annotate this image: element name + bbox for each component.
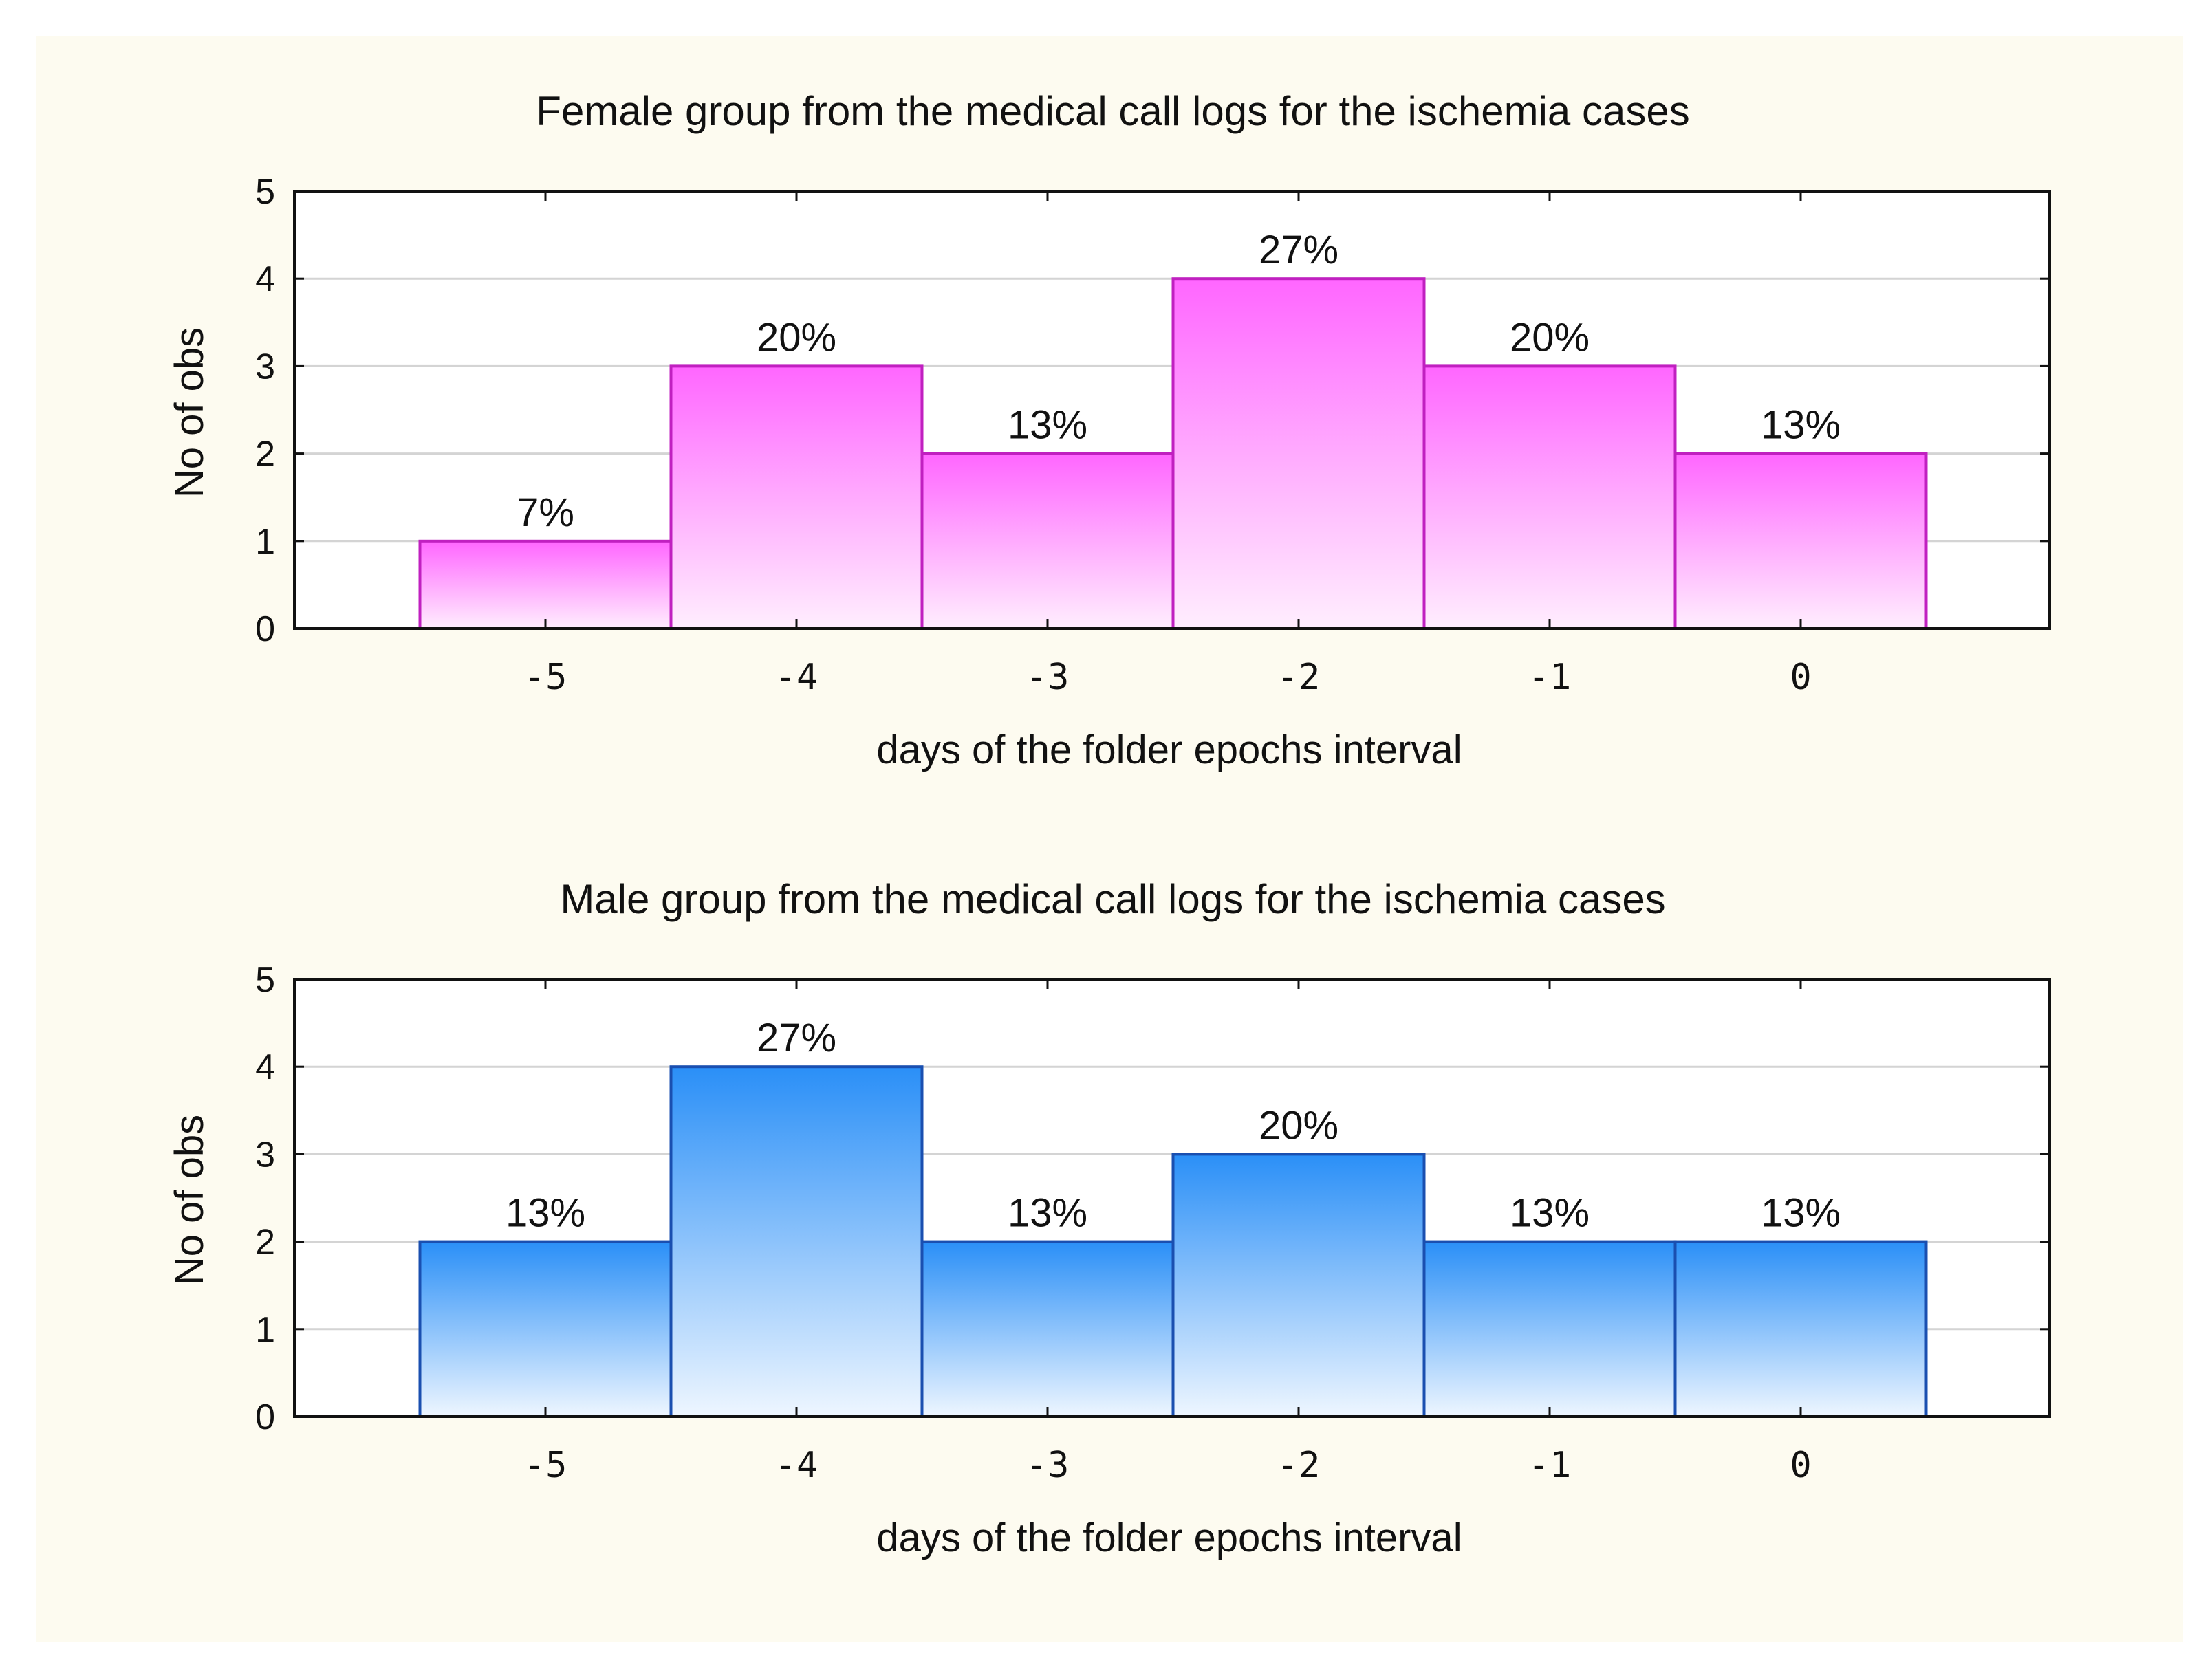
data-label: 27%: [1259, 228, 1338, 272]
x-tick-label: -3: [1026, 657, 1070, 698]
bar: [1673, 452, 1928, 630]
bar: [920, 1240, 1175, 1418]
bar: [669, 364, 924, 631]
y-tick-label: 2: [255, 435, 275, 474]
data-label: 13%: [1761, 1191, 1841, 1236]
bar: [418, 1240, 673, 1418]
data-label: 27%: [757, 1016, 836, 1060]
plot-area: 0 1 2 3 4 5 13% -5 27% -4 13% -3 20% -2 13% -1 13% 0: [255, 960, 2051, 1486]
data-label: 20%: [1510, 315, 1590, 360]
y-tick-label: 4: [255, 1047, 275, 1087]
y-axis-label: No of obs: [167, 1115, 212, 1285]
bar: [418, 539, 673, 630]
y-tick-label: 3: [255, 347, 275, 386]
data-label: 20%: [1259, 1103, 1338, 1148]
x-tick-label: -1: [1528, 1445, 1572, 1486]
bar: [1422, 1240, 1677, 1418]
bar: [669, 1065, 924, 1418]
x-tick-label: -5: [524, 657, 567, 698]
y-tick-label: 0: [255, 1397, 275, 1437]
y-tick-label: 5: [255, 172, 275, 212]
bar: [920, 452, 1175, 630]
x-axis-label: days of the folder epochs interval: [876, 728, 1462, 772]
x-tick-label: -2: [1277, 1445, 1321, 1486]
plot-area: 0 1 2 3 4 5 7% -5 20% -4 13% -3 27% -2 20% -1 13% 0: [255, 172, 2051, 698]
y-tick-label: 0: [255, 609, 275, 649]
y-tick-label: 5: [255, 960, 275, 1000]
chart-title: Male group from the medical call logs fo…: [560, 876, 1665, 922]
x-tick-label: -4: [775, 657, 818, 698]
y-axis-label: No of obs: [167, 327, 212, 498]
bar: [1422, 364, 1677, 631]
data-label: 13%: [1510, 1191, 1590, 1236]
x-tick-label: -4: [775, 1445, 818, 1486]
bar: [1171, 1153, 1426, 1419]
y-tick-label: 3: [255, 1135, 275, 1175]
male-histogram: Male group from the medical call logs fo…: [167, 876, 2051, 1560]
x-tick-label: -2: [1277, 657, 1321, 698]
data-label: 20%: [757, 315, 836, 360]
data-label: 13%: [1008, 403, 1087, 448]
x-tick-label: 0: [1790, 1445, 1811, 1486]
chart-title: Female group from the medical call logs …: [536, 88, 1689, 134]
y-tick-label: 4: [255, 259, 275, 299]
data-label: 13%: [1761, 403, 1841, 448]
bar: [1673, 1240, 1928, 1418]
female-histogram: Female group from the medical call logs …: [167, 88, 2051, 772]
plot-frame: [293, 190, 2051, 630]
y-tick-label: 1: [255, 1310, 275, 1350]
y-tick-label: 1: [255, 522, 275, 562]
x-axis-label: days of the folder epochs interval: [876, 1516, 1462, 1560]
bar: [1171, 277, 1426, 630]
y-tick-label: 2: [255, 1223, 275, 1263]
x-tick-label: -3: [1026, 1445, 1070, 1486]
x-tick-label: 0: [1790, 657, 1811, 698]
data-label: 13%: [1008, 1191, 1087, 1236]
data-label: 7%: [517, 490, 574, 535]
plot-frame: [293, 978, 2051, 1418]
x-tick-label: -1: [1528, 657, 1572, 698]
data-label: 13%: [506, 1191, 585, 1236]
x-tick-label: -5: [524, 1445, 567, 1486]
